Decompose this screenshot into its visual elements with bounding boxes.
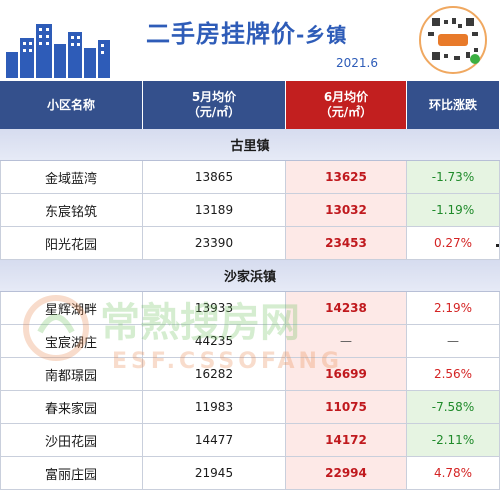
report-date: 2021.6: [336, 56, 378, 70]
table-row: 春来家园 11983 11075 -7.58%: [0, 391, 500, 424]
cell-name: 东宸铭筑: [0, 194, 143, 226]
table-header: 小区名称 5月均价 （元/㎡） 6月均价 （元/㎡） 环比涨跌: [0, 81, 500, 129]
cell-name: 春来家园: [0, 391, 143, 423]
page-title: 二手房挂牌价-乡镇: [146, 14, 386, 50]
table-row: 南都璟园 16282 16699 2.56%: [0, 358, 500, 391]
cell-name: 金域蓝湾: [0, 161, 143, 193]
table-row: 阳光花园 23390 23453 0.27%: [0, 227, 500, 260]
table-row: 沙田花园 14477 14172 -2.11%: [0, 424, 500, 457]
section-header: 古里镇: [0, 129, 500, 161]
cell-jun: 22994: [286, 457, 407, 489]
cell-name: 宝宸湖庄: [0, 325, 143, 357]
table-row: 东宸铭筑 13189 13032 -1.19%: [0, 194, 500, 227]
table-row: 金域蓝湾 13865 13625 -1.73%: [0, 161, 500, 194]
cell-change: -1.73%: [407, 161, 500, 193]
cell-change: 4.78%: [407, 457, 500, 489]
title-suffix: -乡镇: [296, 23, 348, 47]
col-header-jun-line2: （元/㎡）: [319, 105, 373, 119]
cell-may: 21945: [143, 457, 286, 489]
cell-jun: 14172: [286, 424, 407, 456]
table-row: 宝宸湖庄 44235 — —: [0, 325, 500, 358]
cell-may: 16282: [143, 358, 286, 390]
cell-jun: 16699: [286, 358, 407, 390]
cell-may: 13189: [143, 194, 286, 226]
section-header: 沙家浜镇: [0, 260, 500, 292]
cell-jun: 13032: [286, 194, 407, 226]
col-header-may: 5月均价 （元/㎡）: [143, 81, 286, 129]
title-main: 二手房挂牌价: [146, 20, 296, 48]
cell-name: 南都璟园: [0, 358, 143, 390]
cell-change: -2.11%: [407, 424, 500, 456]
cell-change: 0.27%: [407, 227, 500, 259]
cell-change: -1.19%: [407, 194, 500, 226]
cell-name: 富丽庄园: [0, 457, 143, 489]
cell-may: 13865: [143, 161, 286, 193]
cell-jun: 13625: [286, 161, 407, 193]
cell-change: -7.58%: [407, 391, 500, 423]
col-header-may-line1: 5月均价: [191, 90, 237, 104]
cell-name: 星辉湖畔: [0, 292, 143, 324]
cell-jun: —: [286, 325, 407, 357]
col-header-change: 环比涨跌: [407, 81, 500, 129]
city-skyline-icon: [6, 24, 110, 78]
cell-may: 14477: [143, 424, 286, 456]
cell-change: —: [407, 325, 500, 357]
col-header-may-line2: （元/㎡）: [187, 105, 241, 119]
cell-name: 沙田花园: [0, 424, 143, 456]
stray-dot: [496, 244, 499, 247]
cell-may: 44235: [143, 325, 286, 357]
table-row: 星辉湖畔 13933 14238 2.19%: [0, 292, 500, 325]
cell-may: 23390: [143, 227, 286, 259]
cell-change: 2.56%: [407, 358, 500, 390]
price-table: 小区名称 5月均价 （元/㎡） 6月均价 （元/㎡） 环比涨跌 古里镇 金域蓝湾 1…: [0, 81, 500, 490]
col-header-jun-line1: 6月均价: [323, 90, 369, 104]
cell-name: 阳光花园: [0, 227, 143, 259]
cell-may: 13933: [143, 292, 286, 324]
cell-jun: 14238: [286, 292, 407, 324]
cell-jun: 23453: [286, 227, 407, 259]
cell-may: 11983: [143, 391, 286, 423]
table-row: 富丽庄园 21945 22994 4.78%: [0, 457, 500, 490]
cell-change: 2.19%: [407, 292, 500, 324]
col-header-name: 小区名称: [0, 81, 143, 129]
qr-code-icon: [419, 6, 487, 74]
page-header: 二手房挂牌价-乡镇 2021.6: [0, 0, 500, 78]
col-header-jun: 6月均价 （元/㎡）: [286, 81, 407, 129]
cell-jun: 11075: [286, 391, 407, 423]
